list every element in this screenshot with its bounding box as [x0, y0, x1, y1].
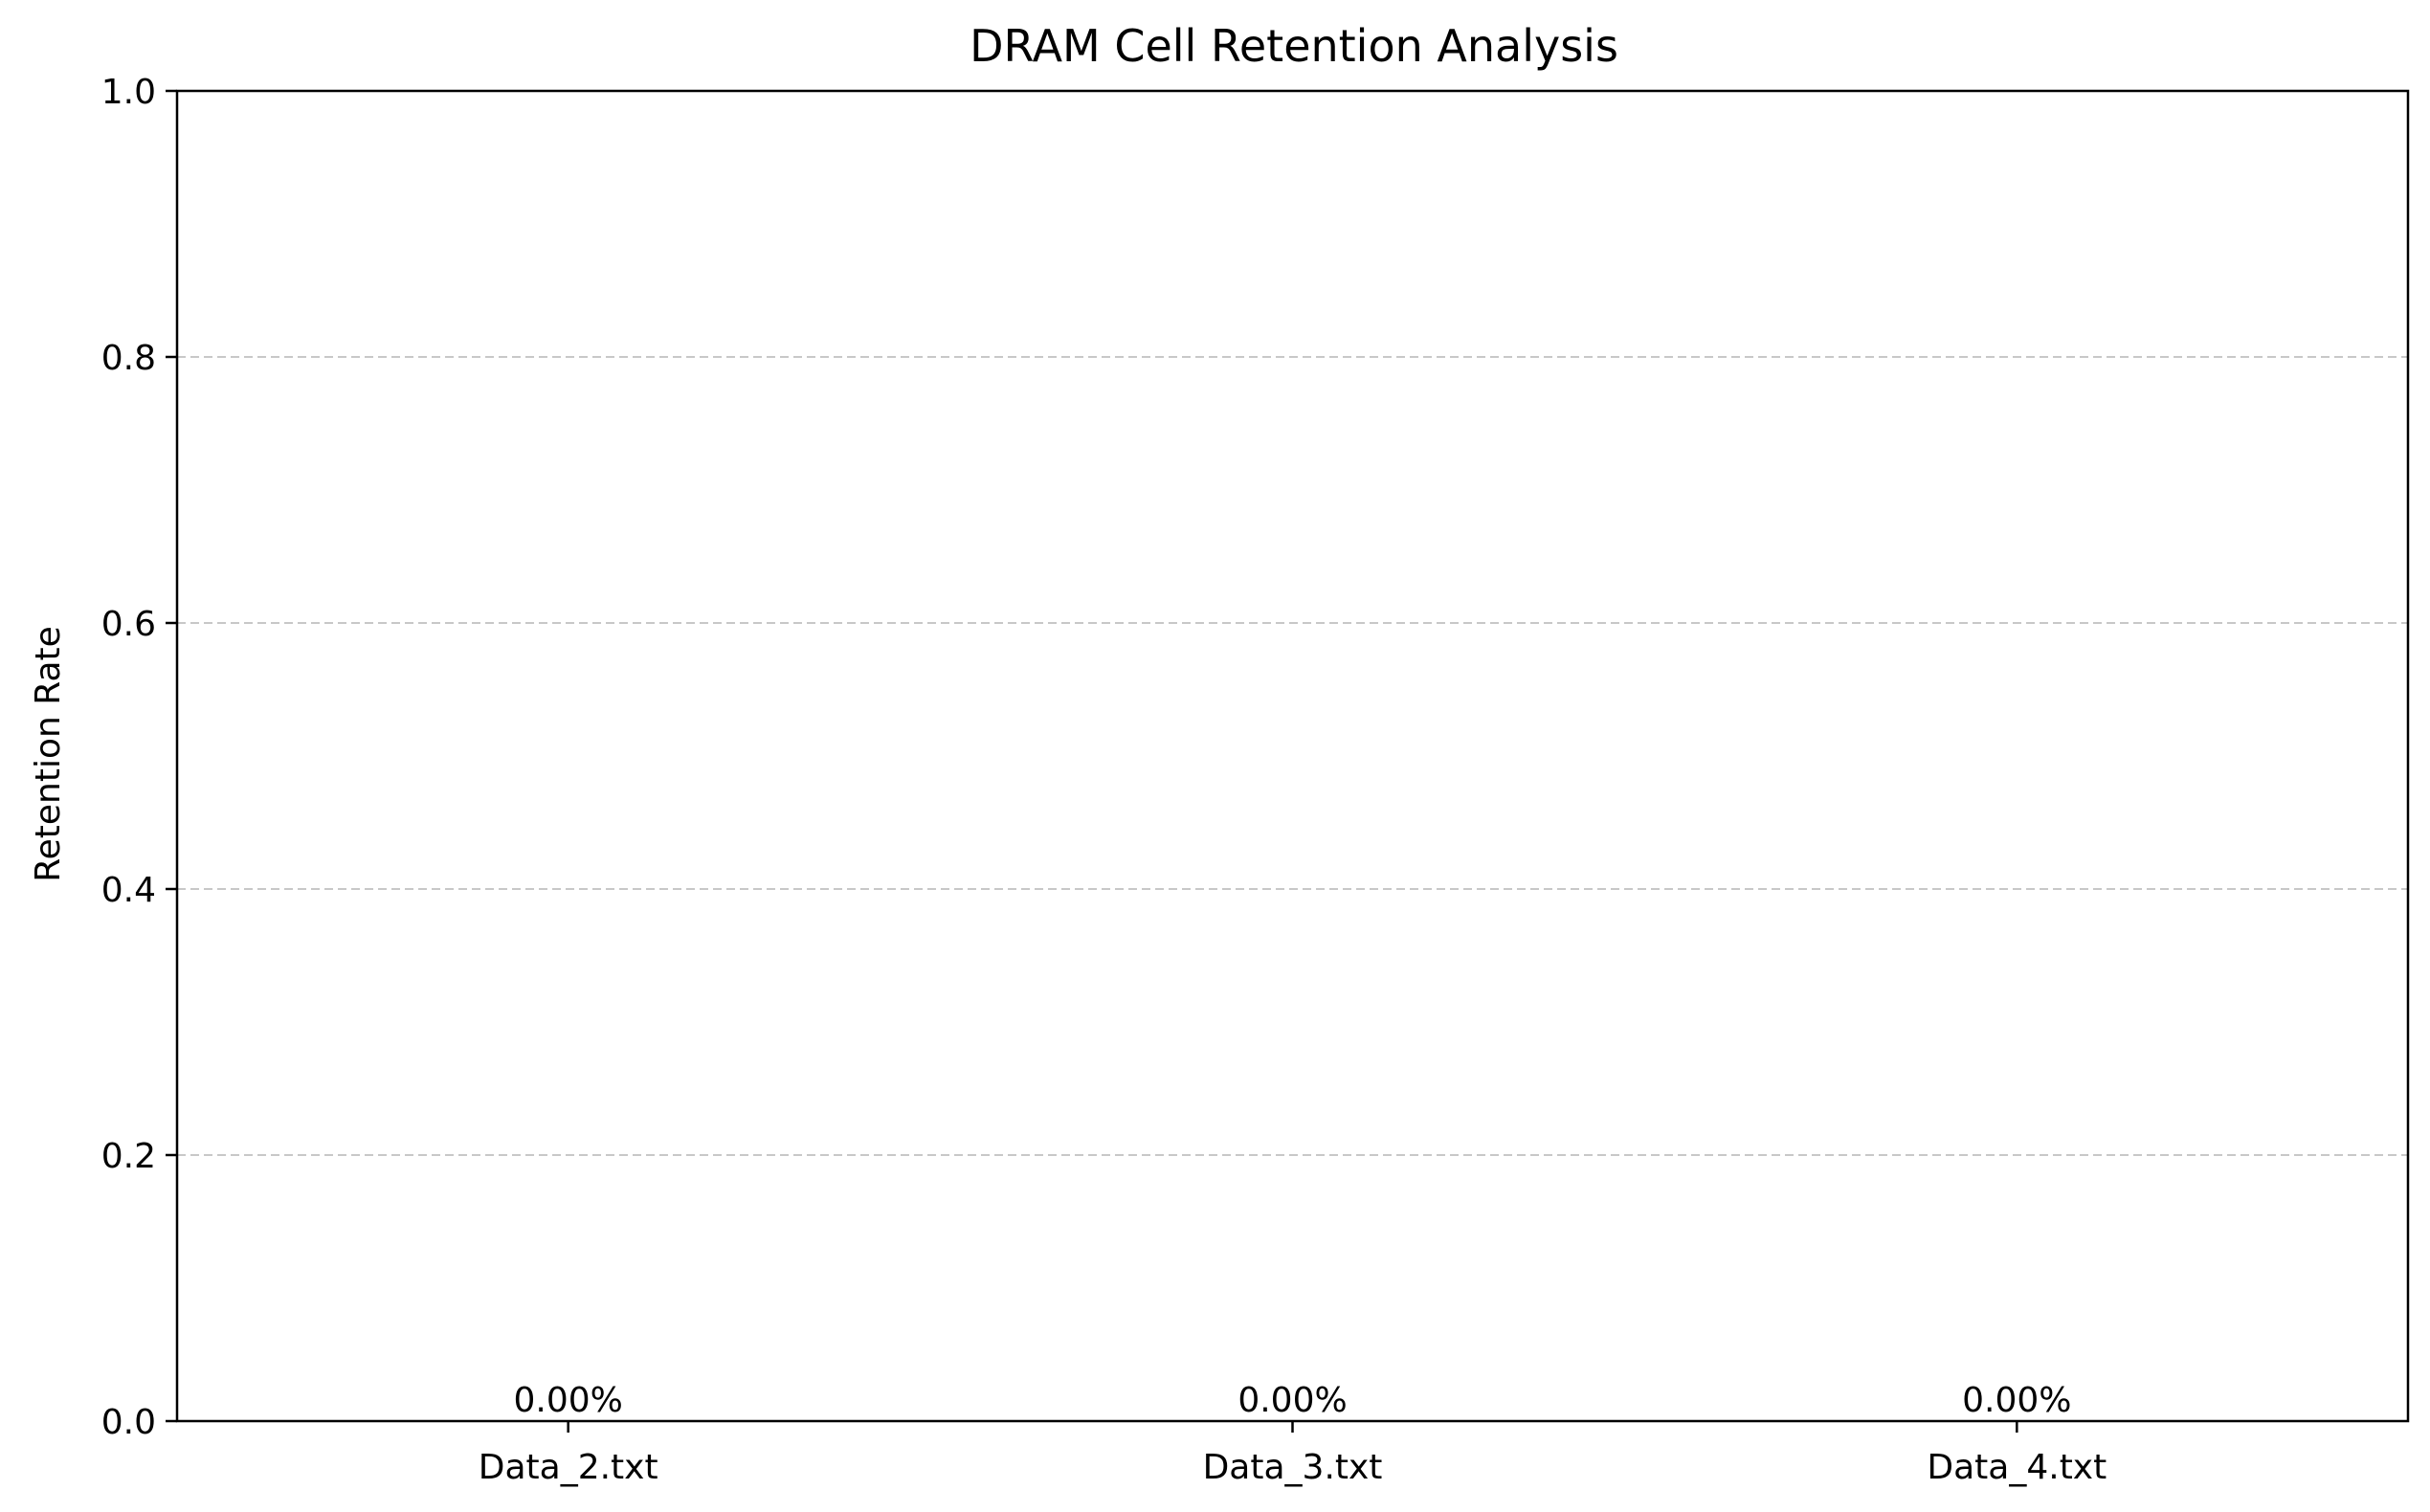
y-axis-ticks: 0.0 0.2 0.4 0.6 0.8 1.0 [101, 73, 177, 1442]
y-tick-label: 0.6 [101, 605, 156, 644]
x-tick-label: Data_3.txt [1203, 1448, 1383, 1487]
y-tick-label: 1.0 [101, 73, 156, 112]
chart-title: DRAM Cell Retention Analysis [970, 20, 1618, 72]
data-label: 0.00% [1962, 1381, 2071, 1420]
plot-frame [175, 89, 2410, 1423]
x-tick-label: Data_4.txt [1927, 1448, 2107, 1487]
y-tick-label: 0.4 [101, 871, 156, 910]
x-axis-ticks: Data_2.txt Data_3.txt Data_4.txt [479, 1421, 2107, 1487]
y-tick-label: 0.2 [101, 1137, 156, 1176]
y-tick-label: 0.8 [101, 339, 156, 378]
x-tick-label: Data_2.txt [479, 1448, 658, 1487]
grid-lines [177, 356, 2408, 1156]
data-label: 0.00% [1237, 1381, 1347, 1420]
data-label: 0.00% [513, 1381, 622, 1420]
data-labels: 0.00% 0.00% 0.00% [513, 1381, 2071, 1420]
y-tick-label: 0.0 [101, 1403, 156, 1442]
y-axis-label: Retention Rate [29, 626, 68, 882]
